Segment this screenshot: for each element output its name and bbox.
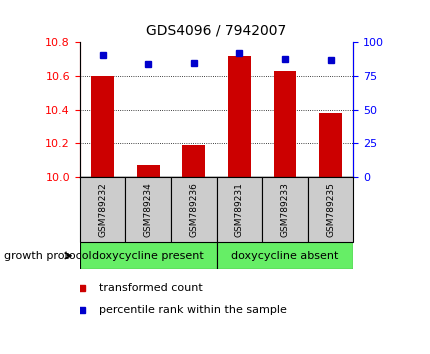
Text: transformed count: transformed count: [98, 283, 202, 293]
Text: GSM789236: GSM789236: [189, 182, 198, 237]
Text: doxycycline present: doxycycline present: [92, 251, 203, 261]
Bar: [80, 242, 216, 269]
Bar: [273, 71, 296, 177]
Bar: [125, 177, 171, 242]
Bar: [136, 165, 159, 177]
Text: growth protocol: growth protocol: [4, 251, 92, 261]
Bar: [91, 76, 114, 177]
Bar: [182, 145, 205, 177]
Bar: [319, 113, 341, 177]
Bar: [216, 242, 353, 269]
Text: percentile rank within the sample: percentile rank within the sample: [98, 305, 286, 315]
Bar: [307, 177, 353, 242]
Bar: [216, 177, 261, 242]
Text: GSM789234: GSM789234: [143, 182, 152, 237]
Text: GSM789231: GSM789231: [234, 182, 243, 237]
Bar: [80, 177, 125, 242]
Bar: [171, 177, 216, 242]
Text: doxycycline absent: doxycycline absent: [231, 251, 338, 261]
Text: GSM789235: GSM789235: [326, 182, 335, 237]
Bar: [227, 56, 250, 177]
Bar: [261, 177, 307, 242]
Title: GDS4096 / 7942007: GDS4096 / 7942007: [146, 23, 286, 37]
Text: GSM789232: GSM789232: [98, 182, 107, 237]
Text: GSM789233: GSM789233: [280, 182, 289, 237]
